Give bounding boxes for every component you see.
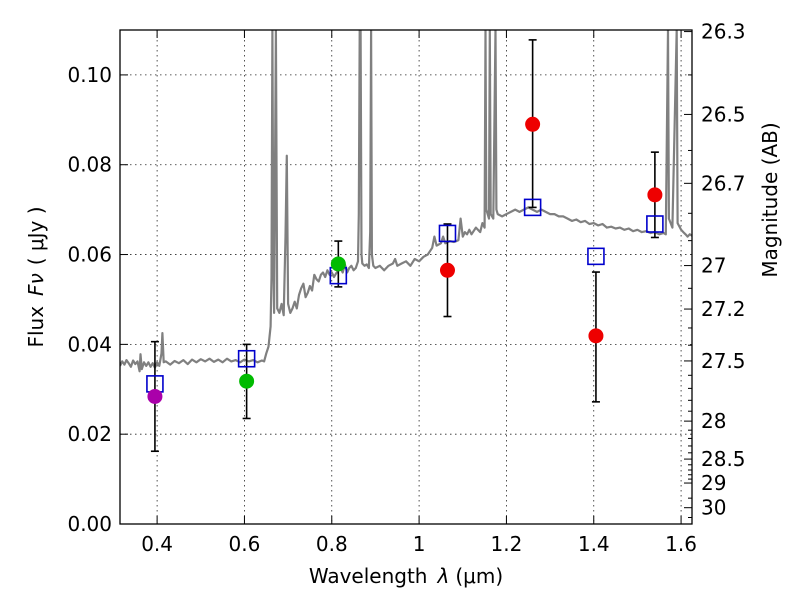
y-tick-label: 0.02 bbox=[67, 422, 112, 446]
grid-lines bbox=[120, 30, 692, 524]
x-tick-label: 0.8 bbox=[316, 532, 348, 556]
y2-tick-label: 28.5 bbox=[701, 447, 746, 471]
observed-flux-point bbox=[147, 388, 163, 404]
y2-tick-label: 27.2 bbox=[701, 297, 746, 321]
y2-tick-label: 30 bbox=[701, 496, 726, 520]
x-tick-label: 0.6 bbox=[229, 532, 261, 556]
x-axis-label-symbol: λ bbox=[437, 564, 450, 588]
model-photometry-square bbox=[646, 215, 664, 233]
observed-flux-point bbox=[439, 262, 455, 278]
y2-axis-label: Magnitude (AB) bbox=[758, 122, 782, 277]
y2-tick-label: 27.5 bbox=[701, 349, 746, 373]
x-tick-label: 1 bbox=[413, 532, 426, 556]
y-axis-label-unit: ( μJy ) bbox=[24, 206, 48, 265]
model-photometry-square bbox=[237, 349, 256, 368]
model-photometry-square bbox=[438, 224, 457, 243]
y2-tick-label: 26.7 bbox=[701, 171, 746, 195]
y2-tick-label: 26.3 bbox=[701, 20, 746, 44]
observed-flux-point bbox=[330, 256, 346, 272]
axis-ticks: 0.4 0.6 0.8 1 1.2 1.4 1.6 0.00 0.02 0.04 0.06 0.08 0… bbox=[67, 20, 745, 556]
plot-frame bbox=[119, 29, 693, 525]
photometry-marks bbox=[146, 39, 664, 453]
observed-flux-point bbox=[588, 328, 604, 344]
y-tick-label: 0.10 bbox=[67, 63, 112, 87]
observed-flux-point bbox=[647, 187, 663, 203]
y-axis-label-symbol: Fν bbox=[24, 273, 48, 296]
y2-tick-label: 28 bbox=[701, 409, 726, 433]
x-tick-label: 0.4 bbox=[141, 532, 173, 556]
y-tick-label: 0.08 bbox=[67, 153, 112, 177]
y2-tick-label: 27 bbox=[701, 254, 726, 278]
x-tick-label: 1.4 bbox=[578, 532, 610, 556]
y-tick-label: 0.00 bbox=[67, 512, 112, 536]
y2-tick-label: 26.5 bbox=[701, 102, 746, 126]
x-axis-label: Wavelength λ (μm) bbox=[309, 564, 503, 588]
x-tick-label: 1.6 bbox=[665, 532, 697, 556]
observed-flux-point bbox=[525, 116, 541, 132]
x-axis-label-unit: (μm) bbox=[455, 564, 503, 588]
model-spectrum-line bbox=[120, 30, 692, 373]
y2-tick-label: 29 bbox=[701, 471, 726, 495]
observed-flux-point bbox=[239, 373, 255, 389]
x-axis-label-prefix: Wavelength bbox=[309, 564, 428, 588]
model-photometry-square bbox=[587, 247, 605, 266]
model-photometry-square bbox=[523, 198, 542, 217]
y-tick-label: 0.06 bbox=[67, 243, 112, 267]
y-axis-label: Flux Fν ( μJy ) bbox=[24, 206, 48, 347]
x-tick-label: 1.2 bbox=[491, 532, 523, 556]
y-tick-label: 0.04 bbox=[67, 332, 112, 356]
y-axis-label-prefix: Flux bbox=[24, 306, 48, 348]
